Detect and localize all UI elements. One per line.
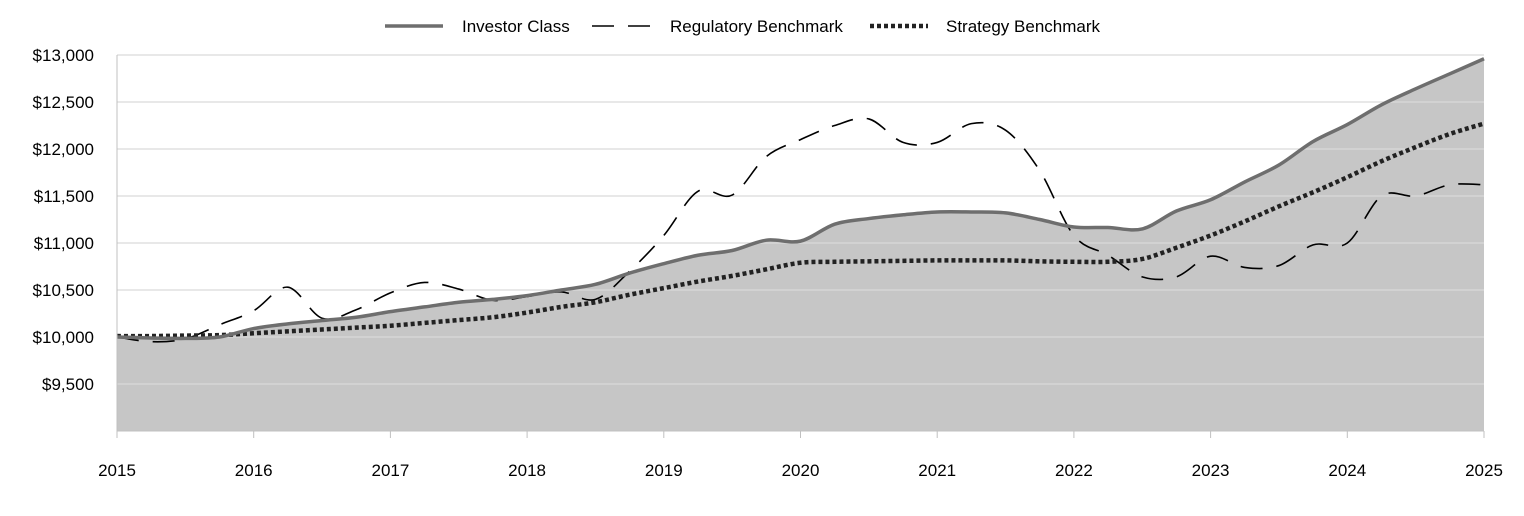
- line-layer: [116, 57, 1485, 343]
- y-tick-label: $10,500: [33, 281, 94, 300]
- y-tick-label: $11,500: [34, 187, 94, 206]
- series-line-investor-class: [116, 57, 1485, 341]
- y-tick-label: $12,000: [33, 140, 94, 159]
- x-tick-label: 2020: [782, 461, 820, 480]
- x-tick-label: 2017: [371, 461, 409, 480]
- x-tick-label: 2025: [1465, 461, 1503, 480]
- x-tick-label: 2023: [1192, 461, 1230, 480]
- series-line-strategy-benchmark: [116, 121, 1485, 339]
- y-tick-label: $11,000: [34, 234, 94, 253]
- x-tick-label: 2024: [1328, 461, 1366, 480]
- axis-layer: $9,500 $10,000 $10,500 $11,000 $11,500 $12,00…: [33, 46, 1503, 480]
- x-tick-label: 2019: [645, 461, 683, 480]
- x-tick-label: 2021: [918, 461, 956, 480]
- x-tick-label: 2018: [508, 461, 546, 480]
- grid-layer: [117, 54, 1484, 385]
- series-area-investor-class: [117, 58, 1484, 431]
- legend-label-strategy-benchmark: Strategy Benchmark: [946, 17, 1101, 36]
- x-tick-label: 2016: [235, 461, 273, 480]
- area-layer: [117, 58, 1484, 431]
- legend-label-investor-class: Investor Class: [462, 17, 570, 36]
- y-tick-label: $9,500: [42, 375, 94, 394]
- y-tick-label: $13,000: [33, 46, 94, 65]
- y-tick-label: $10,000: [33, 328, 94, 347]
- y-tick-label: $12,500: [33, 93, 94, 112]
- x-tick-label: 2015: [98, 461, 136, 480]
- legend-label-regulatory-benchmark: Regulatory Benchmark: [670, 17, 843, 36]
- legend: Investor Class Regulatory Benchmark Strate…: [385, 17, 1101, 36]
- x-tick-label: 2022: [1055, 461, 1093, 480]
- series-line-regulatory-benchmark: [116, 117, 1485, 343]
